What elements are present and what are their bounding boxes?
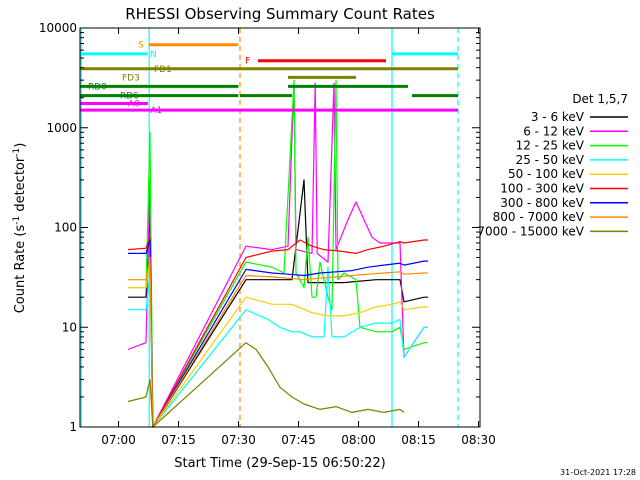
x-tick-label-6: 08:30: [461, 433, 496, 447]
y-axis-label: Count Rate (s-1 detector-1): [12, 143, 28, 314]
legend-entry-2: 12 - 25 keV: [516, 139, 585, 153]
x-tick-label-3: 07:45: [281, 433, 316, 447]
y-tick-label-4: 10000: [39, 21, 77, 35]
flag-label-8: RD6: [120, 92, 139, 102]
flag-label-1: N: [150, 50, 157, 60]
series-line-3: [128, 266, 428, 428]
series-line-1: [127, 82, 428, 428]
flag-label-4: FD1: [154, 65, 172, 75]
series-line-7: [128, 256, 428, 428]
flag-label-12: A1: [150, 106, 162, 116]
chart-title: RHESSI Observing Summary Count Rates: [125, 5, 435, 23]
legend-title: Det 1,5,7: [572, 92, 628, 106]
x-tick-label-2: 07:30: [221, 433, 256, 447]
x-axis-label: Start Time (29-Sep-15 06:50:22): [174, 456, 385, 471]
y-axis-label-main: Count Rate (s: [13, 225, 28, 314]
y-tick-label-3: 1000: [46, 121, 77, 135]
y-tick-label-2: 100: [54, 221, 77, 235]
legend-entry-8: 7000 - 15000 keV: [477, 224, 584, 238]
legend-entry-7: 800 - 7000 keV: [493, 210, 585, 224]
legend-entry-5: 100 - 300 keV: [500, 182, 584, 196]
x-tick-label-5: 08:15: [401, 433, 436, 447]
series-lines: [127, 79, 428, 428]
x-tick-label-0: 07:00: [101, 433, 136, 447]
flag-label-3: F: [245, 57, 250, 67]
y-tick-label-1: 10: [62, 320, 77, 334]
footer-date: 31-Oct-2021 17:28: [560, 468, 636, 477]
y-tick-label-0: 1: [69, 420, 77, 434]
x-tick-label-4: 08:00: [341, 433, 376, 447]
y-axis-label-sup: -1: [12, 216, 22, 225]
flag-label-5: FD3: [122, 73, 140, 83]
legend-entry-3: 25 - 50 keV: [516, 153, 585, 167]
flag-label-6: RD0: [88, 82, 107, 92]
legend-entry-0: 3 - 6 keV: [531, 110, 585, 124]
flag-label-0: S: [138, 41, 144, 51]
y-axis-label-mid: detector: [13, 156, 28, 216]
legend-entry-6: 300 - 800 keV: [500, 196, 584, 210]
series-line-8: [127, 342, 405, 428]
y-axis-ticks: 1 10 100 1000 10000: [39, 21, 480, 434]
x-tick-label-1: 07:15: [161, 433, 196, 447]
flag-label-11: A0: [128, 100, 140, 110]
x-axis-ticks: 07:00 07:15 07:30 07:45 08:00 08:15 08:30: [101, 28, 496, 447]
y-axis-label-end: ): [13, 143, 28, 148]
legend-entry-1: 6 - 12 keV: [523, 124, 585, 138]
legend-entry-4: 50 - 100 keV: [508, 167, 585, 181]
series-line-2: [128, 79, 428, 428]
y-axis-label-sup2: -1: [12, 148, 22, 157]
